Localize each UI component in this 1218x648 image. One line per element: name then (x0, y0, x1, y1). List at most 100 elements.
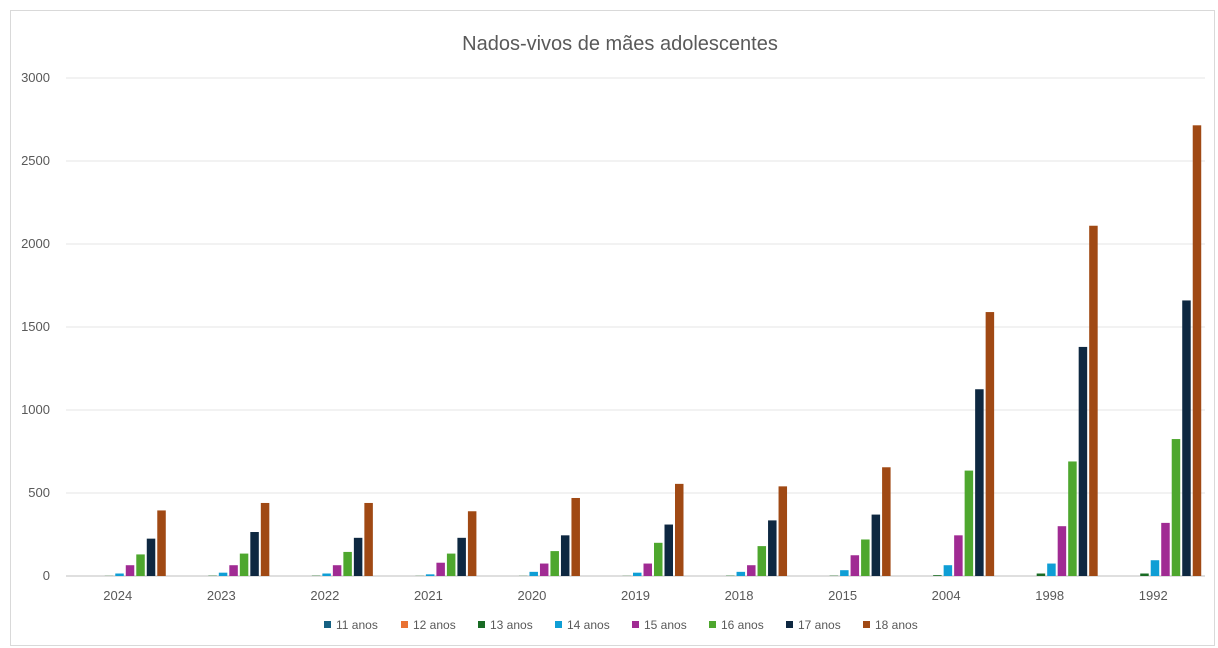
bar (779, 486, 788, 576)
bar (633, 573, 642, 576)
bar (1140, 574, 1149, 576)
legend: 11 anos 12 anos 13 anos 14 anos 15 anos 16 an… (324, 618, 918, 632)
bar (240, 554, 249, 576)
bar (1161, 523, 1170, 576)
y-tick-label: 1500 (21, 319, 50, 334)
legend-label: 13 anos (490, 618, 533, 632)
legend-swatch (863, 621, 870, 628)
x-axis-ticks: 2024 2023 2022 2021 2020 2019 2018 2015 2004 1998… (103, 588, 1167, 603)
x-tick-label: 2019 (621, 588, 650, 603)
bar (219, 573, 228, 576)
bar (1182, 300, 1191, 576)
bar (364, 503, 373, 576)
legend-swatch (632, 621, 639, 628)
legend-item: 11 anos (324, 618, 378, 632)
bar (675, 484, 684, 576)
bar (550, 551, 559, 576)
bar (426, 574, 435, 576)
bar (261, 503, 270, 576)
bar (343, 552, 352, 576)
bar (1047, 564, 1056, 576)
legend-label: 15 anos (644, 618, 687, 632)
legend-swatch (786, 621, 793, 628)
legend-item: 13 anos (478, 618, 533, 632)
bar (136, 554, 145, 576)
bar (861, 539, 870, 576)
bar (126, 565, 135, 576)
x-tick-label: 2015 (828, 588, 857, 603)
y-tick-label: 1000 (21, 402, 50, 417)
legend-swatch (401, 621, 408, 628)
bar (933, 575, 942, 576)
chart-title: Nados-vivos de mães adolescentes (462, 33, 778, 55)
y-axis-ticks: 0 500 1000 1500 2000 2500 3000 (21, 70, 50, 583)
legend-item: 16 anos (709, 618, 764, 632)
bar (644, 564, 653, 576)
bar (1037, 574, 1046, 576)
legend-swatch (478, 621, 485, 628)
bar (944, 565, 953, 576)
bar (954, 535, 963, 576)
bar (1058, 526, 1067, 576)
legend-label: 18 anos (875, 618, 918, 632)
bar (354, 538, 363, 576)
bar (1068, 461, 1077, 576)
bar (851, 555, 860, 576)
y-tick-label: 2500 (21, 153, 50, 168)
bar (882, 467, 891, 576)
bar (1079, 347, 1088, 576)
bar (1172, 439, 1181, 576)
bar (457, 538, 466, 576)
legend-item: 17 anos (786, 618, 841, 632)
bar (468, 511, 477, 576)
bar (250, 532, 259, 576)
x-tick-label: 2024 (103, 588, 132, 603)
bar (986, 312, 995, 576)
legend-label: 14 anos (567, 618, 610, 632)
bar (665, 525, 674, 576)
x-tick-label: 2021 (414, 588, 443, 603)
bar (540, 564, 549, 576)
legend-label: 17 anos (798, 618, 841, 632)
legend-swatch (324, 621, 331, 628)
bar (561, 535, 570, 576)
bar (115, 574, 124, 576)
bar (157, 510, 166, 576)
bar (654, 543, 663, 576)
legend-item: 12 anos (401, 618, 456, 632)
bar (436, 563, 445, 576)
x-tick-label: 2020 (517, 588, 546, 603)
legend-item: 15 anos (632, 618, 687, 632)
bar (1151, 560, 1160, 576)
bar (1193, 125, 1202, 576)
legend-swatch (555, 621, 562, 628)
bars (105, 125, 1201, 576)
legend-label: 12 anos (413, 618, 456, 632)
bar (529, 572, 538, 576)
legend-label: 11 anos (336, 618, 378, 632)
bar (229, 565, 238, 576)
legend-item: 18 anos (863, 618, 918, 632)
bar (768, 520, 777, 576)
bar (975, 389, 984, 576)
bar (758, 546, 767, 576)
bar (840, 570, 849, 576)
x-tick-label: 2018 (725, 588, 754, 603)
bar (147, 539, 156, 576)
legend-item: 14 anos (555, 618, 610, 632)
y-tick-label: 500 (28, 485, 50, 500)
bar (1089, 226, 1098, 576)
bar (571, 498, 580, 576)
y-tick-label: 3000 (21, 70, 50, 85)
bar (447, 554, 456, 576)
y-tick-label: 0 (43, 568, 50, 583)
x-tick-label: 1992 (1139, 588, 1168, 603)
legend-label: 16 anos (721, 618, 764, 632)
y-tick-label: 2000 (21, 236, 50, 251)
bar (737, 572, 746, 576)
x-tick-label: 1998 (1035, 588, 1064, 603)
bar (322, 574, 331, 576)
gridlines (66, 78, 1205, 576)
x-tick-label: 2004 (932, 588, 961, 603)
